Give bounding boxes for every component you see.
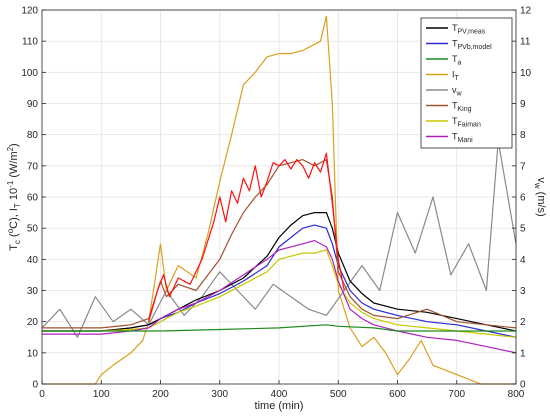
x-tick-label: 600: [389, 389, 406, 400]
legend-label-main: T: [452, 116, 458, 126]
y2-tick-label: 8: [520, 130, 526, 141]
series-line-v-w: [41, 140, 517, 338]
y-tick-label: 70: [27, 161, 39, 172]
legend-label: Ta: [452, 54, 462, 67]
x-tick-label: 400: [271, 389, 288, 400]
legend-label-main: T: [452, 101, 458, 111]
x-tick-label: 300: [211, 389, 228, 400]
series-line-t-a: [42, 324, 516, 332]
x-tick-label: 200: [152, 389, 169, 400]
legend-label-sub: King: [458, 106, 472, 113]
y2-tick-label: 1: [520, 348, 526, 359]
ticks: 0 100 200 300 400 500 600 700 800010203040506070…: [21, 6, 531, 401]
series-line-t-faiman: [42, 249, 517, 338]
legend-label-sub: T: [455, 75, 460, 82]
legend-label-sub: w: [456, 91, 463, 98]
legend: TPV,measTPVb,modelTaITvwTKingTFaimanTMan…: [420, 17, 513, 149]
y2-tick-label: 4: [520, 255, 526, 266]
y-tick-label: 90: [27, 99, 39, 110]
legend-label: TPV,meas: [452, 23, 486, 36]
x-tick-label: 800: [508, 389, 525, 400]
legend-label: TMani: [452, 132, 473, 145]
legend-label-sub: PV,meas: [458, 29, 486, 36]
legend-label-main: T: [452, 39, 458, 49]
y2-tick-label: 11: [520, 37, 531, 48]
y-tick-label: 20: [27, 317, 39, 328]
legend-label-main: T: [452, 54, 458, 64]
y2-tick-label: 0: [520, 380, 526, 391]
y-tick-label: 100: [21, 68, 38, 79]
series-line-t-king: [42, 159, 517, 329]
legend-label-sub: a: [458, 60, 462, 67]
legend-label: TPVb,model: [452, 39, 492, 52]
legend-label: TFaiman: [452, 116, 481, 129]
y-tick-label: 50: [27, 224, 39, 235]
y2-tick-label: 9: [520, 99, 526, 110]
legend-label-main: T: [452, 132, 458, 142]
y2-tick-label: 10: [520, 68, 532, 79]
x-axis-label: time (min): [255, 400, 304, 412]
legend-label: TKing: [452, 101, 472, 114]
y-tick-label: 120: [21, 6, 38, 17]
y-axis-label: Tc (oC), IT 10-1 (W/m2): [6, 143, 22, 250]
y2-axis-label: vw (m/s): [533, 177, 547, 216]
y-tick-label: 110: [22, 37, 38, 48]
x-tick-label: 0: [39, 389, 45, 400]
legend-label-sub: Faiman: [458, 122, 481, 129]
legend-label-sub: Mani: [458, 137, 474, 144]
series-layer: [41, 15, 517, 385]
y2-tick-label: 3: [520, 286, 526, 297]
y2-tick-label: 12: [520, 6, 532, 17]
legend-box: [420, 17, 513, 149]
legend-label: IT: [452, 70, 460, 83]
x-tick-label: 100: [93, 389, 110, 400]
y-tick-label: 10: [27, 348, 39, 359]
y-tick-label: 60: [27, 193, 39, 204]
y2-tick-label: 5: [520, 224, 526, 235]
y2-tick-label: 7: [520, 161, 526, 172]
y2-tick-label: 2: [520, 317, 526, 328]
x-tick-label: 500: [330, 389, 347, 400]
legend-label-sub: PVb,model: [458, 44, 493, 51]
y-tick-label: 30: [27, 286, 39, 297]
y-tick-label: 40: [27, 255, 39, 266]
legend-label-main: I: [452, 70, 455, 80]
y-tick-label: 80: [27, 130, 39, 141]
legend-label-main: v: [452, 85, 457, 95]
y-tick-label: 0: [32, 380, 38, 391]
legend-label-main: T: [452, 23, 458, 33]
series-line-series-8: [148, 152, 345, 322]
y2-tick-label: 6: [520, 193, 526, 204]
legend-label: vw: [452, 85, 463, 98]
x-tick-label: 700: [448, 389, 465, 400]
